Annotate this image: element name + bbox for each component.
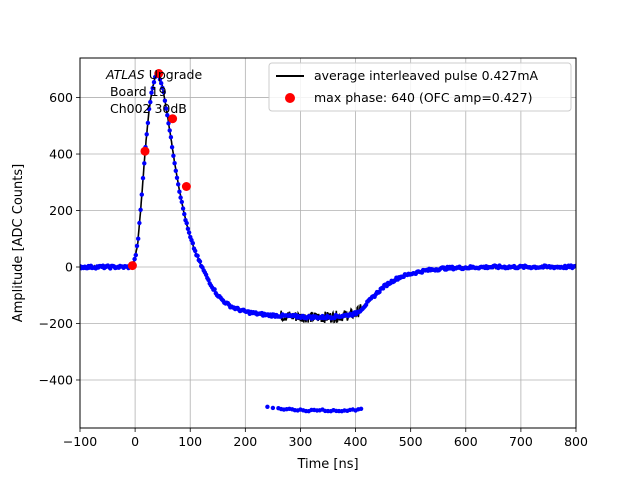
outlier-point	[358, 406, 364, 411]
y-tick-label: 600	[49, 90, 73, 105]
y-tick-label: −400	[39, 372, 73, 387]
sample-point	[162, 98, 168, 103]
max-phase-marker	[181, 182, 191, 191]
sample-point	[134, 243, 140, 249]
sample-point	[206, 277, 211, 283]
outlier-point	[265, 404, 270, 409]
y-axis-label: Amplitude [ADC Counts]	[11, 164, 26, 322]
sample-point	[184, 220, 189, 226]
sample-point	[176, 182, 181, 187]
annotation-line-3: Ch002 30dB	[106, 101, 187, 116]
x-tick-label: 0	[131, 434, 139, 449]
sample-point	[169, 145, 175, 150]
sample-point	[140, 175, 146, 181]
sample-point	[173, 168, 178, 173]
sample-point	[182, 211, 187, 217]
sample-point	[179, 199, 184, 205]
legend-label-max-phase: max phase: 640 (OFC amp=0.427)	[314, 90, 532, 105]
sample-point	[165, 113, 170, 118]
sample-point	[195, 253, 200, 258]
annotation-line-1: ATLAS Upgrade	[105, 67, 202, 82]
sample-point	[149, 90, 154, 95]
sample-point	[573, 263, 576, 269]
max-phase-marker	[127, 261, 137, 271]
sample-point	[145, 120, 151, 126]
x-tick-label: 100	[178, 434, 202, 449]
sample-point	[168, 135, 174, 140]
sample-point	[380, 286, 386, 291]
sample-point	[193, 248, 198, 254]
y-tick-label: 200	[49, 203, 73, 218]
sample-point	[132, 256, 137, 262]
y-tick-label: −200	[39, 316, 73, 331]
outlier-point	[270, 405, 276, 411]
legend: average interleaved pulse 0.427mA max ph…	[268, 62, 572, 112]
sample-point	[142, 161, 147, 166]
sample-point	[180, 206, 186, 211]
y-tick-label: 400	[49, 147, 73, 162]
sample-point	[166, 121, 171, 126]
sample-point	[159, 81, 164, 86]
x-axis-ticks: −100 0 100 200 300 400 500 600 700 800	[63, 428, 588, 449]
x-tick-label: 300	[289, 434, 313, 449]
sample-point	[197, 259, 203, 264]
x-axis-label: Time [ns]	[296, 457, 358, 472]
x-tick-label: 200	[233, 434, 257, 449]
sample-point	[157, 77, 163, 82]
sample-point	[190, 241, 195, 246]
outlier-sample-points	[265, 404, 364, 414]
y-tick-label: 0	[65, 260, 73, 275]
plot-area	[80, 69, 576, 414]
x-tick-label: 400	[344, 434, 368, 449]
sample-point	[137, 220, 142, 226]
legend-label-average-pulse: average interleaved pulse 0.427mA	[314, 68, 539, 83]
sample-point	[139, 192, 144, 197]
max-phase-markers	[127, 69, 191, 271]
sample-point	[148, 99, 153, 105]
legend-marker-swatch	[285, 93, 295, 103]
x-tick-label: 600	[454, 434, 478, 449]
sample-point	[150, 86, 155, 91]
x-tick-label: 500	[399, 434, 423, 449]
sample-point	[160, 85, 165, 91]
sample-points	[80, 72, 576, 321]
sample-point	[174, 175, 180, 180]
sample-point	[136, 236, 141, 241]
annotation-text: ATLAS Upgrade Board 19 Ch002 30dB	[105, 67, 202, 116]
sample-point	[177, 189, 182, 194]
annotation-upgrade: Upgrade	[145, 67, 203, 82]
annotation-line-2: Board 19	[106, 84, 167, 99]
sample-point	[133, 252, 138, 258]
sample-point	[151, 80, 157, 85]
max-phase-marker	[168, 114, 178, 124]
sample-point	[186, 230, 192, 235]
legend-box	[268, 62, 572, 112]
sample-point	[167, 128, 172, 133]
x-tick-label: −100	[63, 434, 97, 449]
annotation-atlas: ATLAS	[105, 67, 145, 82]
x-tick-label: 700	[509, 434, 533, 449]
axes-frame	[79, 57, 577, 429]
sample-point	[172, 161, 177, 166]
max-phase-marker	[140, 146, 150, 156]
sample-point	[161, 90, 166, 95]
x-tick-label: 800	[564, 434, 588, 449]
sample-point	[144, 132, 149, 137]
sample-point	[212, 287, 217, 292]
sample-point	[146, 106, 152, 112]
y-axis-ticks: −400 −200 0 200 400 600	[39, 90, 80, 387]
sample-point	[185, 226, 191, 231]
sample-point	[178, 195, 183, 200]
sample-point	[171, 153, 176, 158]
sample-point	[138, 207, 143, 212]
max-phase-marker	[154, 69, 164, 78]
sample-point	[163, 106, 169, 111]
